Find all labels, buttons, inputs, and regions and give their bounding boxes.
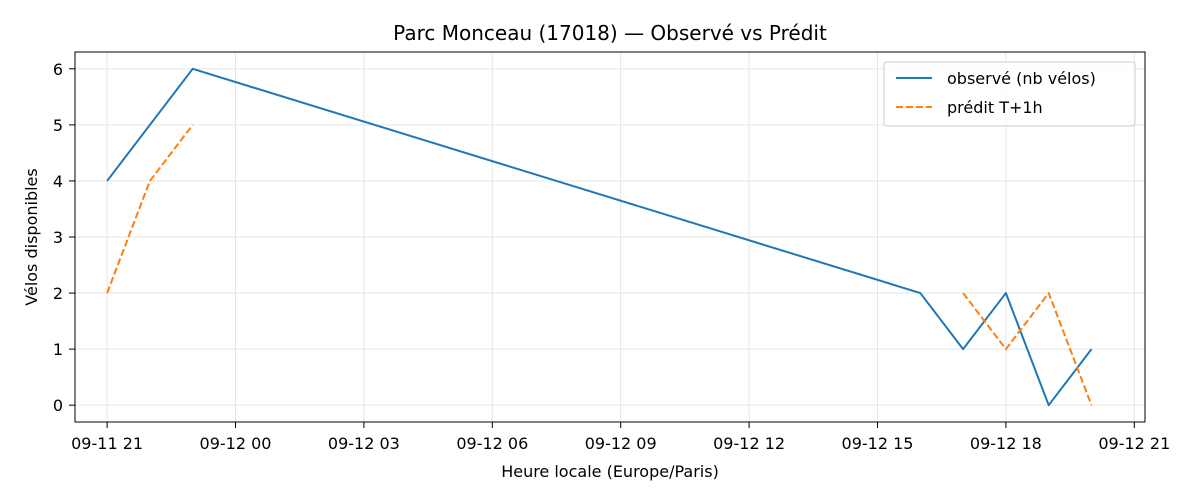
x-tick-label: 09-12 06 (456, 434, 528, 453)
y-tick-label: 4 (53, 172, 63, 191)
y-tick-label: 2 (53, 284, 63, 303)
series-line-predicted (106, 124, 194, 294)
series-lines (106, 67, 1093, 407)
x-axis-ticks: 09-11 21 09-12 00 09-12 03 09-12 06 09-12 09… (71, 422, 1170, 453)
x-tick-label: 09-12 00 (200, 434, 272, 453)
y-tick-label: 5 (53, 116, 63, 135)
y-tick-label: 0 (53, 396, 63, 415)
y-axis-label: Vélos disponibles (22, 168, 41, 305)
series-line-predicted (962, 292, 1093, 406)
x-tick-label: 09-11 21 (71, 434, 143, 453)
y-tick-label: 1 (53, 340, 63, 359)
x-tick-label: 09-12 18 (970, 434, 1042, 453)
x-tick-label: 09-12 15 (842, 434, 914, 453)
legend: observé (nb vélos) prédit T+1h (883, 61, 1136, 127)
x-tick-label: 09-12 09 (585, 434, 657, 453)
legend-box (883, 61, 1136, 127)
legend-label-observed: observé (nb vélos) (947, 69, 1096, 88)
series-line-observed (106, 67, 1093, 407)
x-tick-label: 09-12 03 (328, 434, 400, 453)
legend-label-predicted: prédit T+1h (947, 98, 1043, 117)
x-tick-label: 09-12 21 (1098, 434, 1170, 453)
chart-title: Parc Monceau (17018) — Observé vs Prédit (393, 21, 827, 45)
x-axis-label: Heure locale (Europe/Paris) (501, 462, 719, 481)
x-tick-label: 09-12 12 (713, 434, 785, 453)
y-tick-label: 6 (53, 60, 63, 79)
y-axis-ticks: 0 1 2 3 4 5 6 (53, 60, 75, 415)
y-tick-label: 3 (53, 228, 63, 247)
